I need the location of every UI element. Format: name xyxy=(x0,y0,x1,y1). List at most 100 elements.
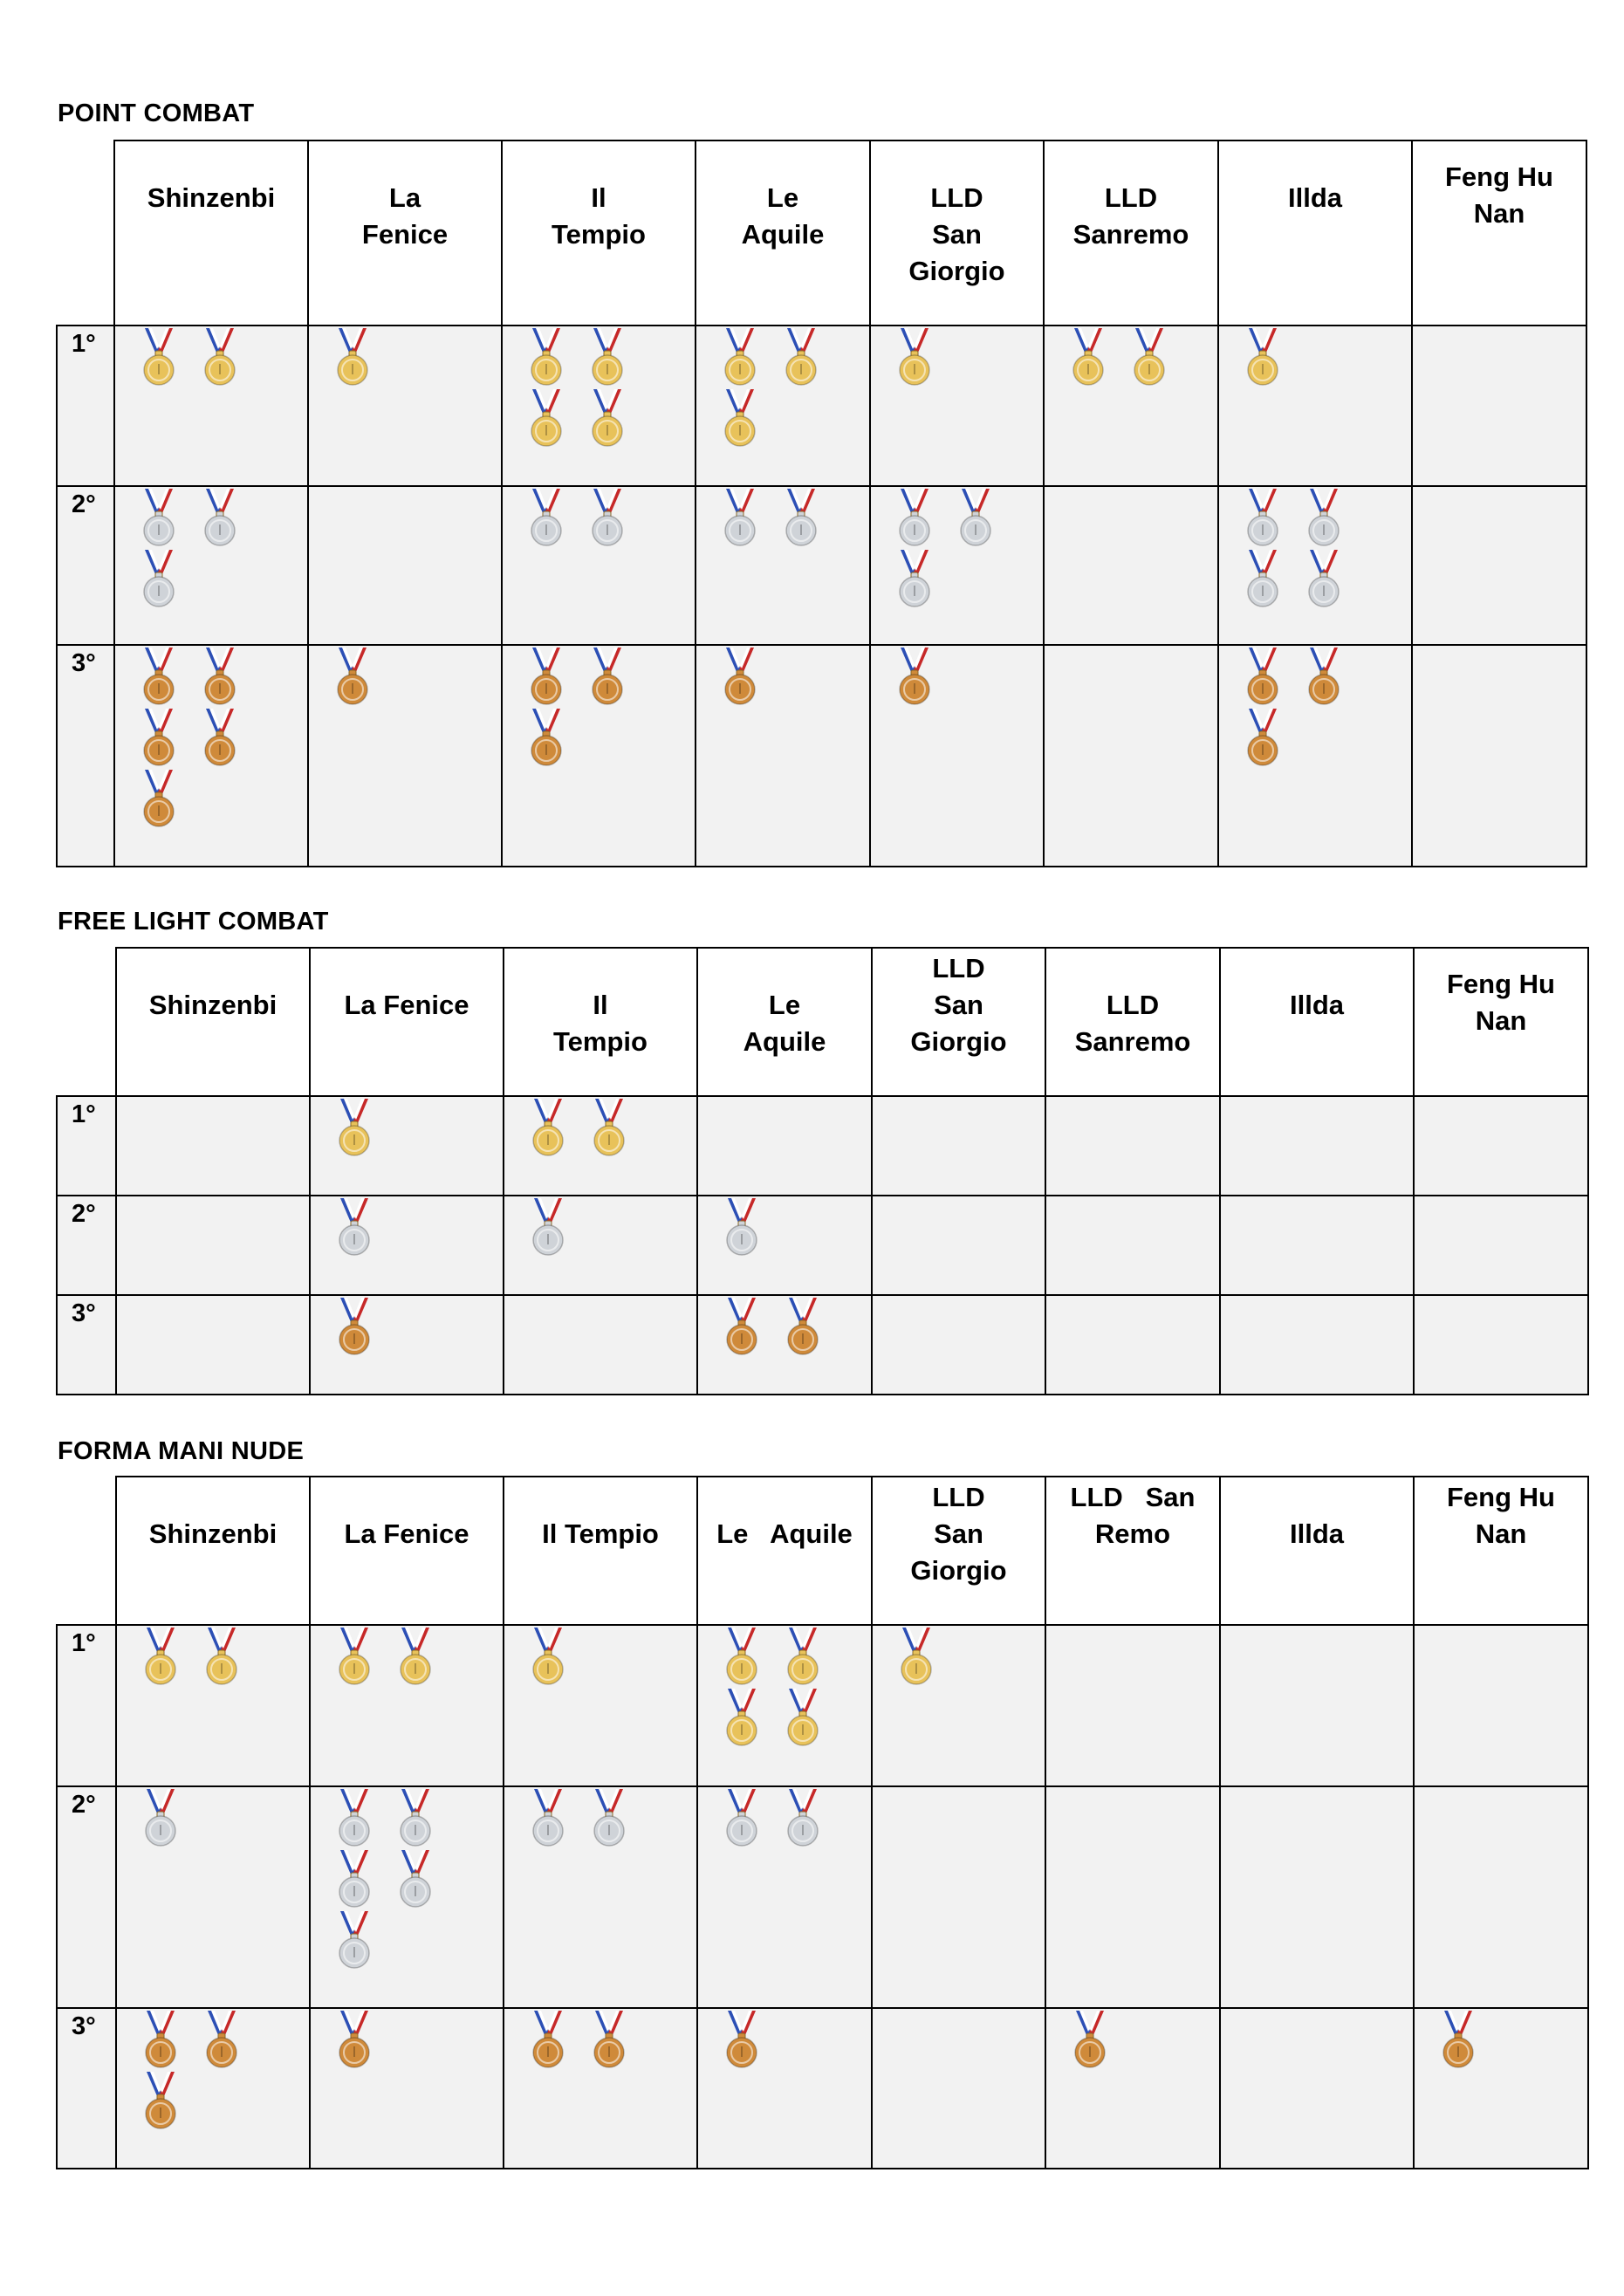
medal-cell xyxy=(696,1624,873,1787)
medal-cell xyxy=(501,644,696,867)
place-label-third: 3° xyxy=(56,1294,117,1395)
medal-group xyxy=(117,1787,272,1848)
silver-medal-icon xyxy=(140,548,178,609)
silver-medal-icon xyxy=(529,1196,567,1258)
medal-cell xyxy=(1217,485,1413,646)
bronze-medal-icon xyxy=(1439,2009,1477,2070)
silver-medal-icon xyxy=(335,1196,373,1258)
section-title-point-combat: POINT COMBAT xyxy=(58,99,255,127)
medal-cell xyxy=(113,644,309,867)
gold-medal-icon xyxy=(784,1687,822,1748)
medal-group xyxy=(504,1626,660,1687)
gold-medal-icon xyxy=(895,326,934,387)
gold-medal-icon xyxy=(588,387,627,449)
medal-cell xyxy=(115,2007,311,2169)
silver-medal-icon xyxy=(590,1787,628,1848)
medal-group xyxy=(504,2009,660,2070)
medal-group xyxy=(117,2009,272,2131)
medal-group xyxy=(115,326,271,387)
silver-medal-icon xyxy=(895,548,934,609)
medal-group xyxy=(696,487,852,548)
medal-cell xyxy=(1045,1785,1221,2009)
medal-cell xyxy=(115,1294,311,1395)
gold-medal-icon xyxy=(396,1626,435,1687)
team-header-la-fenice: La Fenice xyxy=(309,1476,504,1626)
silver-medal-icon xyxy=(723,1196,761,1258)
medal-group xyxy=(115,646,271,829)
medal-cell xyxy=(1045,1095,1221,1196)
bronze-medal-icon xyxy=(1305,646,1343,707)
medal-group xyxy=(311,1787,466,1970)
medal-cell xyxy=(1043,644,1219,867)
medal-cell xyxy=(309,1785,504,2009)
silver-medal-icon xyxy=(140,487,178,548)
section-title-free-light-combat: FREE LIGHT COMBAT xyxy=(58,908,329,936)
medal-group xyxy=(311,1196,466,1258)
medal-group xyxy=(1045,326,1200,387)
medal-cell xyxy=(309,1624,504,1787)
gold-medal-icon xyxy=(782,326,820,387)
medal-group xyxy=(309,326,464,387)
bronze-medal-icon xyxy=(141,2009,180,2070)
medal-cell xyxy=(695,485,871,646)
gold-medal-icon xyxy=(527,326,565,387)
silver-medal-icon xyxy=(335,1848,373,1909)
medal-cell xyxy=(1217,325,1413,487)
gold-medal-icon xyxy=(784,1626,822,1687)
silver-medal-icon xyxy=(895,487,934,548)
table-corner xyxy=(57,948,117,1097)
medal-cell xyxy=(1219,1785,1415,2009)
medal-table-free-light-combat: Shinzenbi La Fenice Il Tempio Le Aquile … xyxy=(56,947,1589,1395)
team-header-il-tempio: Il Tempio xyxy=(501,140,696,326)
medal-group xyxy=(698,1787,853,1848)
medal-group xyxy=(698,1196,853,1258)
gold-medal-icon xyxy=(140,326,178,387)
medal-group xyxy=(698,1296,853,1357)
silver-medal-icon xyxy=(1244,548,1282,609)
gold-medal-icon xyxy=(721,387,759,449)
medal-cell xyxy=(1413,1294,1589,1395)
medal-cell xyxy=(1043,325,1219,487)
medal-cell xyxy=(696,1195,873,1296)
bronze-medal-icon xyxy=(201,646,239,707)
bronze-medal-icon xyxy=(140,707,178,768)
medal-cell xyxy=(307,485,503,646)
team-header-la-fenice: La Fenice xyxy=(307,140,503,326)
bronze-medal-icon xyxy=(202,2009,241,2070)
bronze-medal-icon xyxy=(1244,646,1282,707)
team-header-lld-san-giorgio: LLD San Giorgio xyxy=(871,1476,1046,1626)
team-header-illda: Illda xyxy=(1217,140,1413,326)
medal-group xyxy=(698,2009,853,2070)
medal-group xyxy=(1219,646,1374,768)
medal-cell xyxy=(1413,1195,1589,1296)
silver-medal-icon xyxy=(396,1848,435,1909)
medal-group xyxy=(504,1097,660,1158)
medal-group xyxy=(696,646,852,707)
gold-medal-icon xyxy=(335,1626,373,1687)
silver-medal-icon xyxy=(396,1787,435,1848)
silver-medal-icon xyxy=(335,1787,373,1848)
gold-medal-icon xyxy=(201,326,239,387)
medal-cell xyxy=(871,1624,1046,1787)
medal-cell xyxy=(1413,1095,1589,1196)
medal-cell xyxy=(1045,2007,1221,2169)
silver-medal-icon xyxy=(527,487,565,548)
gold-medal-icon xyxy=(721,326,759,387)
silver-medal-icon xyxy=(721,487,759,548)
medal-group xyxy=(311,2009,466,2070)
medal-cell xyxy=(696,1095,873,1196)
medal-cell xyxy=(115,1624,311,1787)
place-label-second: 2° xyxy=(56,1785,117,2009)
medal-cell xyxy=(871,1095,1046,1196)
medal-cell xyxy=(1219,2007,1415,2169)
silver-medal-icon xyxy=(529,1787,567,1848)
medal-cell xyxy=(696,2007,873,2169)
team-header-la-fenice: La Fenice xyxy=(309,947,504,1097)
team-header-lld-sanremo: LLD Sanremo xyxy=(1043,140,1219,326)
place-label-first: 1° xyxy=(56,325,115,487)
medal-cell xyxy=(115,1785,311,2009)
medal-cell xyxy=(869,325,1045,487)
gold-medal-icon xyxy=(202,1626,241,1687)
medal-cell xyxy=(869,485,1045,646)
medal-cell xyxy=(113,485,309,646)
